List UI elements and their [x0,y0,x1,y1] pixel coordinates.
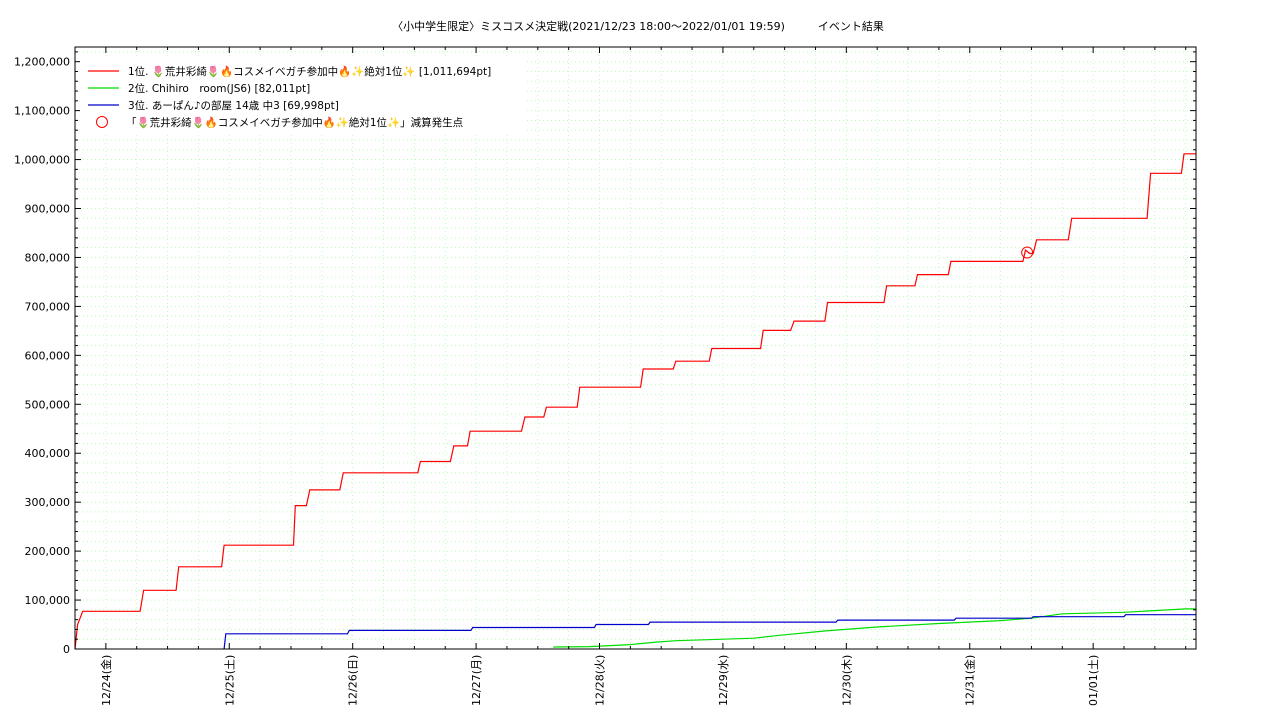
legend-label-marker: 「🌷荒井彩綺🌷🔥コスメイベガチ参加中🔥✨絶対1位✨」減算発生点 [126,116,463,129]
grid [75,47,1196,649]
y-tick-label: 500,000 [25,398,71,411]
x-tick-label: 12/28(火) [594,655,607,706]
legend-marker-swatch [96,116,108,128]
x-tick-label: 12/26(日) [347,655,360,706]
legend-label-1: 1位. 🌷荒井彩綺🌷🔥コスメイベガチ参加中🔥✨絶対1位✨ [1,011,694p… [128,65,491,78]
y-tick-label: 0 [63,643,70,656]
legend-background [80,58,525,134]
series-line-1 [74,153,1196,650]
legend-label-3: 3位. あーぱん♪の部屋 14歳 中3 [69,998pt] [128,99,339,112]
legend-label-2: 2位. Chihiro room(JS6) [82,011pt] [128,82,310,95]
y-tick-label: 400,000 [25,447,71,460]
legend: 1位. 🌷荒井彩綺🌷🔥コスメイベガチ参加中🔥✨絶対1位✨ [1,011,694p… [80,58,525,134]
reduction-marker [1021,246,1034,259]
x-tick-label: 12/30(木) [840,655,853,706]
y-tick-label: 100,000 [25,594,71,607]
x-tick-label: 12/29(水) [717,655,730,706]
y-tick-label: 700,000 [25,300,71,313]
axis-ticks: 0 100,000 200,000 300,000 400,000 500,000 600,… [14,47,1196,706]
series-layer [74,153,1196,650]
y-tick-label: 900,000 [25,203,71,216]
y-tick-label: 1,000,000 [14,154,70,167]
y-tick-label: 300,000 [25,496,71,509]
x-tick-label: 01/01(土) [1087,655,1100,706]
x-tick-label: 12/31(金) [963,655,977,706]
series-line-3 [223,614,1196,650]
y-tick-label: 800,000 [25,251,71,264]
y-tick-label: 600,000 [25,349,71,362]
x-tick-label: 12/27(月) [470,655,483,706]
y-tick-label: 200,000 [25,545,71,558]
x-tick-label: 12/24(金) [99,655,113,706]
series-line-2 [553,608,1196,648]
x-tick-label: 12/25(土) [223,655,236,706]
y-tick-label: 1,100,000 [14,105,70,118]
y-tick-label: 1,200,000 [14,56,70,69]
marker-layer [1021,246,1034,259]
plot-frame [74,46,1197,650]
chart-title: 〈小中学生限定〉ミスコスメ決定戦(2021/12/23 18:00～2022/0… [392,19,884,33]
